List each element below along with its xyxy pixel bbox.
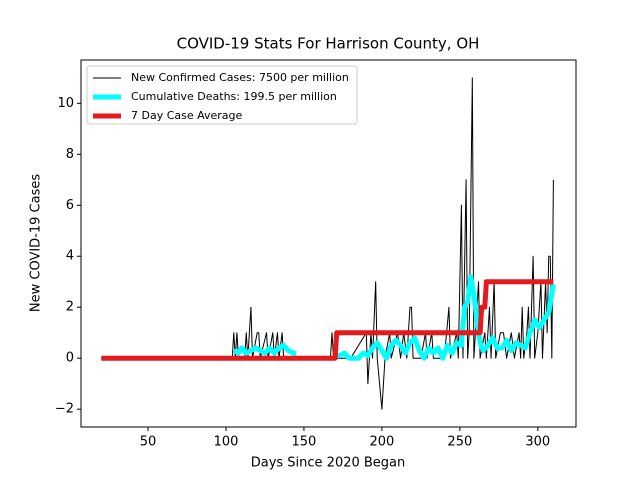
- legend-label: New Confirmed Cases: 7500 per million: [131, 71, 349, 84]
- x-tick-label: 200: [369, 435, 394, 450]
- legend-label: 7 Day Case Average: [131, 109, 243, 122]
- series-line: [232, 274, 556, 361]
- x-tick-label: 150: [292, 435, 317, 450]
- y-tick-label: 0: [66, 351, 74, 366]
- x-tick-label: 300: [525, 435, 550, 450]
- series-line: [101, 77, 554, 410]
- y-tick-label: 6: [66, 198, 74, 213]
- y-tick-label: 10: [57, 96, 74, 111]
- legend-box: [86, 65, 358, 125]
- y-tick-label: 8: [66, 147, 74, 162]
- x-axis-label: Days Since 2020 Began: [251, 456, 406, 471]
- plot-frame: [80, 59, 577, 428]
- chart-title: COVID-19 Stats For Harrison County, OH: [177, 35, 480, 53]
- x-tick-label: 250: [447, 435, 472, 450]
- y-tick-label: 2: [66, 300, 74, 315]
- series-line: [101, 279, 554, 361]
- legend-label: Cumulative Deaths: 199.5 per million: [131, 90, 337, 103]
- y-tick-label: −2: [55, 402, 74, 417]
- y-axis-label: New COVID-19 Cases: [29, 174, 44, 312]
- x-tick-label: 100: [214, 435, 239, 450]
- x-tick-label: 50: [140, 435, 157, 450]
- y-tick-label: 4: [66, 249, 74, 264]
